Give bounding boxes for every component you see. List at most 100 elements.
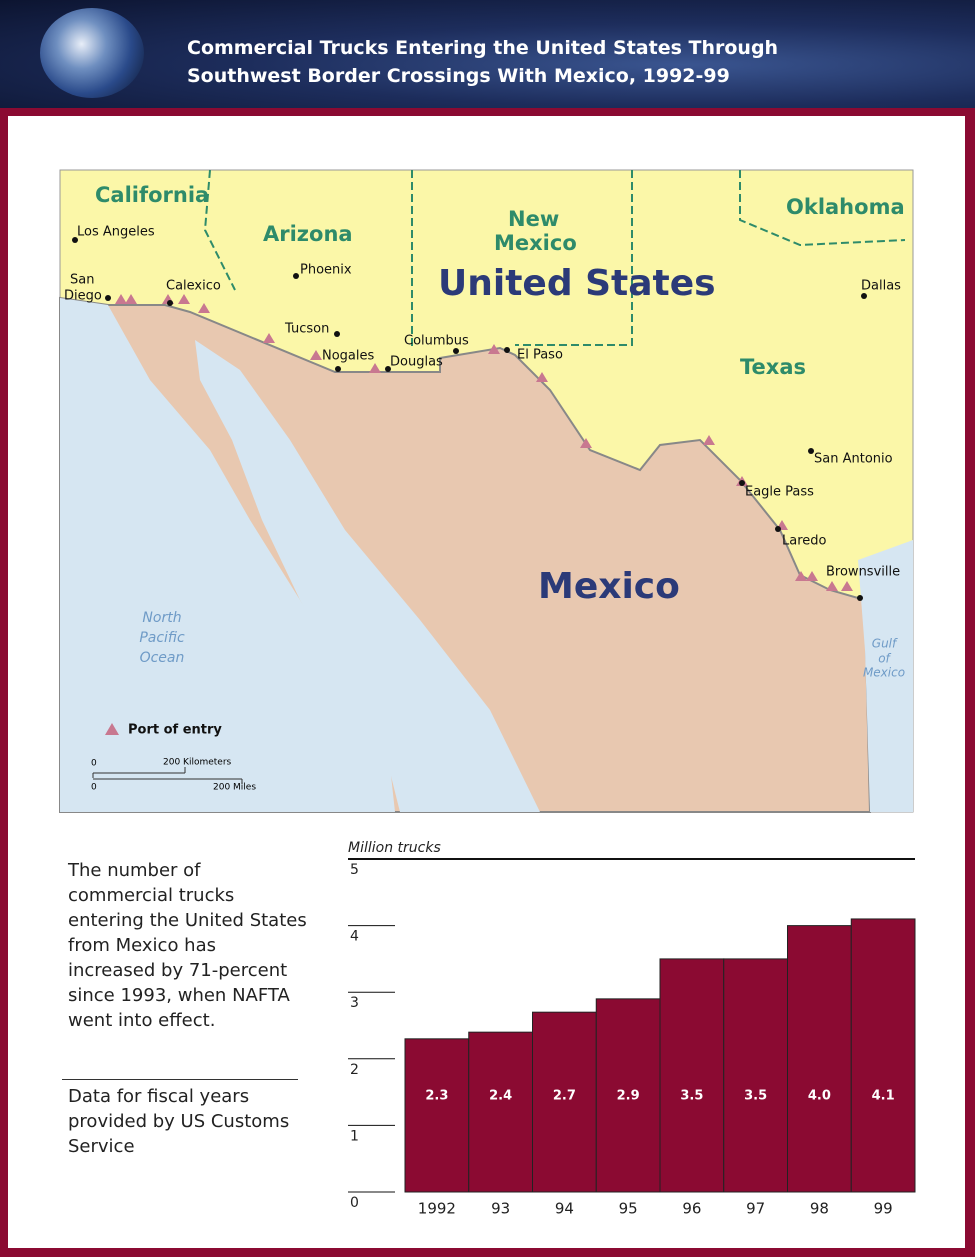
header: Commercial Trucks Entering the United St…	[0, 0, 975, 108]
port-marker	[125, 294, 137, 304]
city-label: Brownsville	[826, 565, 900, 580]
city-dot	[385, 366, 391, 372]
value-label: 2.3	[425, 1089, 448, 1104]
y-axis-label: Million trucks	[348, 840, 441, 856]
port-marker	[263, 333, 275, 343]
bar	[404, 1038, 470, 1193]
x-tick-label: 97	[746, 1200, 765, 1218]
region-label: Arizona	[263, 222, 353, 246]
bar	[468, 1031, 533, 1193]
state-borders	[203, 169, 906, 348]
city-label: Laredo	[782, 534, 827, 549]
city-label: Los Angeles	[77, 225, 155, 240]
city-dot	[504, 347, 510, 353]
earth-image	[40, 8, 144, 98]
legend-label: Port of entry	[128, 723, 222, 738]
city-dot	[453, 348, 459, 354]
port-marker	[580, 438, 592, 448]
value-label: 4.1	[872, 1089, 895, 1104]
city-dot	[105, 295, 111, 301]
bar	[532, 1011, 597, 1193]
city-label: Douglas	[390, 355, 443, 370]
water-label: North	[142, 610, 181, 626]
x-tick-label: 98	[810, 1200, 829, 1218]
region-label: California	[95, 183, 209, 207]
port-marker	[703, 435, 715, 445]
port-marker	[310, 350, 322, 360]
city-dot	[72, 237, 78, 243]
city-label: Calexico	[166, 279, 221, 294]
y-tick-label: 3	[350, 995, 359, 1011]
x-tick-label: 95	[619, 1200, 638, 1218]
y-tick-label: 2	[350, 1062, 359, 1078]
value-label: 2.7	[553, 1089, 576, 1104]
city-label: Dallas	[861, 279, 901, 294]
bar	[659, 958, 725, 1193]
y-tick-label: 4	[350, 929, 359, 945]
water-label: Pacific	[139, 630, 185, 646]
state-border	[203, 169, 236, 291]
region-label: Mexico	[494, 231, 577, 255]
port-marker	[826, 581, 838, 591]
x-tick-label: 93	[491, 1200, 510, 1218]
bar	[787, 925, 852, 1193]
y-tick-label: 5	[350, 862, 359, 878]
note: The number of commercial trucks entering…	[68, 860, 307, 1031]
city-dot	[293, 273, 299, 279]
bar	[723, 958, 788, 1193]
city-dot	[861, 293, 867, 299]
port-marker	[488, 344, 500, 354]
water-label: Ocean	[140, 650, 185, 666]
water-label: Gulf	[872, 637, 898, 651]
city-label: Phoenix	[300, 263, 352, 278]
water-label: of	[878, 652, 891, 666]
port-marker	[795, 571, 807, 581]
scale-label: 200 Miles	[213, 783, 256, 793]
water-label: Mexico	[863, 666, 905, 680]
y-tick-label: 1	[350, 1128, 359, 1144]
scale-label: 0	[91, 759, 97, 769]
value-label: 4.0	[808, 1089, 831, 1104]
port-marker	[369, 363, 381, 373]
port-marker	[806, 571, 818, 581]
scale-label: 200 Kilometers	[163, 758, 232, 768]
x-tick-label: 94	[555, 1200, 574, 1218]
city-label: Eagle Pass	[745, 485, 814, 500]
city-label: Tucson	[284, 322, 329, 337]
bar	[595, 998, 661, 1193]
note-rule	[62, 1079, 298, 1080]
country-label: Mexico	[538, 566, 680, 607]
city-label: El Paso	[517, 348, 563, 363]
port-marker	[198, 303, 210, 313]
city-dot	[334, 331, 340, 337]
bar	[850, 918, 916, 1193]
city-dot	[775, 526, 781, 532]
state-border	[515, 170, 633, 346]
y-tick-label: 0	[350, 1195, 359, 1211]
gulf-of-california	[195, 340, 540, 812]
city-dot	[167, 300, 173, 306]
port-marker	[536, 372, 548, 382]
city-label: San	[70, 273, 94, 288]
region-label: Texas	[740, 355, 806, 379]
value-label: 3.5	[744, 1089, 767, 1104]
gulf-of-mexico	[858, 540, 913, 812]
value-label: 3.5	[680, 1089, 703, 1104]
scale-label: 0	[91, 783, 97, 793]
city-label: Nogales	[322, 349, 375, 364]
port-marker	[115, 294, 127, 304]
x-tick-label: 1992	[418, 1200, 456, 1218]
value-label: 2.9	[617, 1089, 640, 1104]
city-dot	[335, 366, 341, 372]
value-label: 2.4	[489, 1089, 512, 1104]
pacific-ocean	[60, 298, 395, 812]
x-tick-label: 99	[874, 1200, 893, 1218]
note: Data for fiscal years provided by US Cus…	[68, 1086, 290, 1157]
legend-marker	[105, 723, 119, 735]
port-marker	[178, 294, 190, 304]
region-label: Oklahoma	[786, 195, 905, 219]
scale-bar	[92, 767, 243, 784]
title: Commercial Trucks Entering the United St…	[187, 37, 779, 87]
